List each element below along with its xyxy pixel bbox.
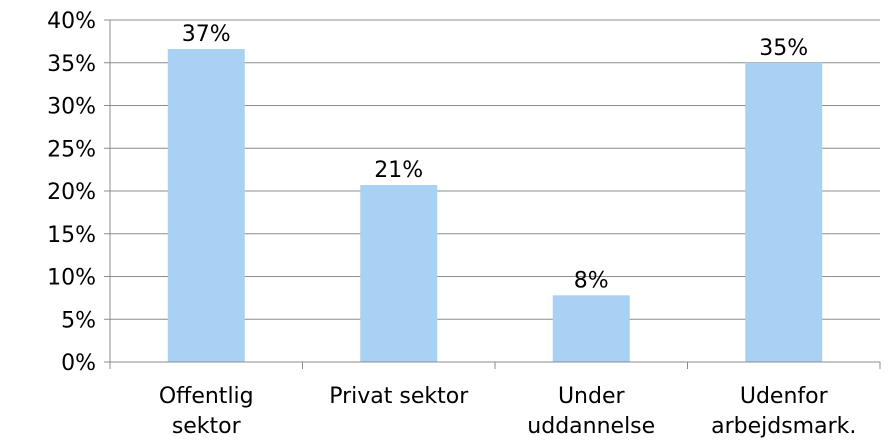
category-label: Offentlig: [159, 384, 254, 409]
y-tick-label: 20%: [47, 180, 96, 205]
category-label: arbejdsmark.: [711, 414, 856, 439]
y-tick-label: 5%: [61, 308, 96, 333]
y-tick-label: 40%: [47, 9, 96, 34]
category-labels: Offentlig sektor Privat sektor Under uddanne…: [159, 384, 857, 439]
y-tick-labels: 0% 5% 10% 15% 20% 25% 30% 35% 40%: [47, 9, 96, 376]
bar: [167, 49, 245, 362]
y-tick-label: 30%: [47, 95, 96, 120]
category-label: Privat sektor: [329, 384, 469, 409]
category-label: Udenfor: [740, 384, 829, 409]
y-tick-label: 25%: [47, 137, 96, 162]
bar: [360, 185, 438, 362]
bar: [745, 62, 823, 362]
y-tick-label: 10%: [47, 266, 96, 291]
y-tick-label: 15%: [47, 223, 96, 248]
y-tick-label: 0%: [61, 351, 96, 376]
data-label: 35%: [759, 36, 808, 61]
data-labels: 37% 21% 8% 35%: [182, 22, 808, 293]
axes: [104, 19, 881, 369]
bars: [167, 49, 823, 362]
data-label: 37%: [182, 22, 231, 47]
bar: [552, 295, 630, 362]
data-label: 8%: [574, 268, 609, 293]
data-label: 21%: [374, 158, 423, 183]
category-label: Under: [558, 384, 626, 409]
y-tick-label: 35%: [47, 52, 96, 77]
category-label: uddannelse: [527, 414, 655, 439]
category-label: sektor: [172, 414, 242, 439]
